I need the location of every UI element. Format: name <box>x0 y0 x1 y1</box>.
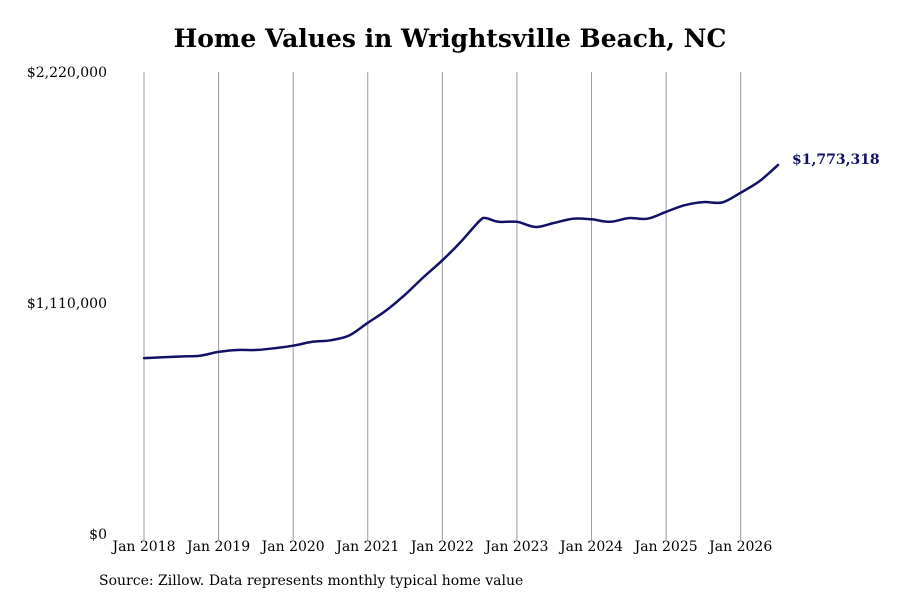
x-tick-label: Jan 2023 <box>483 539 548 555</box>
x-tick-label: Jan 2024 <box>558 539 623 555</box>
chart-title: Home Values in Wrightsville Beach, NC <box>173 24 727 53</box>
end-label-layer: $1,773,318 <box>792 152 880 168</box>
x-tick-label: Jan 2022 <box>409 539 474 555</box>
x-tick-label: Jan 2026 <box>707 539 772 555</box>
x-tick-label: Jan 2020 <box>260 539 325 555</box>
grid-lines <box>143 72 742 534</box>
y-tick-label: $2,220,000 <box>27 65 107 81</box>
y-axis-ticks: $0 $1,110,000 $2,220,000 <box>27 65 107 543</box>
series-layer <box>142 163 780 360</box>
x-axis-ticks: Jan 2018 Jan 2019 Jan 2020 Jan 2021 Jan 2022… <box>110 534 772 555</box>
x-tick-label: Jan 2025 <box>633 539 698 555</box>
x-tick-label: Jan 2021 <box>334 539 399 555</box>
y-tick-label: $1,110,000 <box>27 296 107 312</box>
x-tick-label: Jan 2019 <box>185 539 250 555</box>
series-line <box>142 163 780 360</box>
source-note: Source: Zillow. Data represents monthly … <box>99 573 524 589</box>
x-tick-label: Jan 2018 <box>110 539 175 555</box>
y-tick-label: $0 <box>89 527 107 543</box>
end-value-label: $1,773,318 <box>792 152 880 168</box>
